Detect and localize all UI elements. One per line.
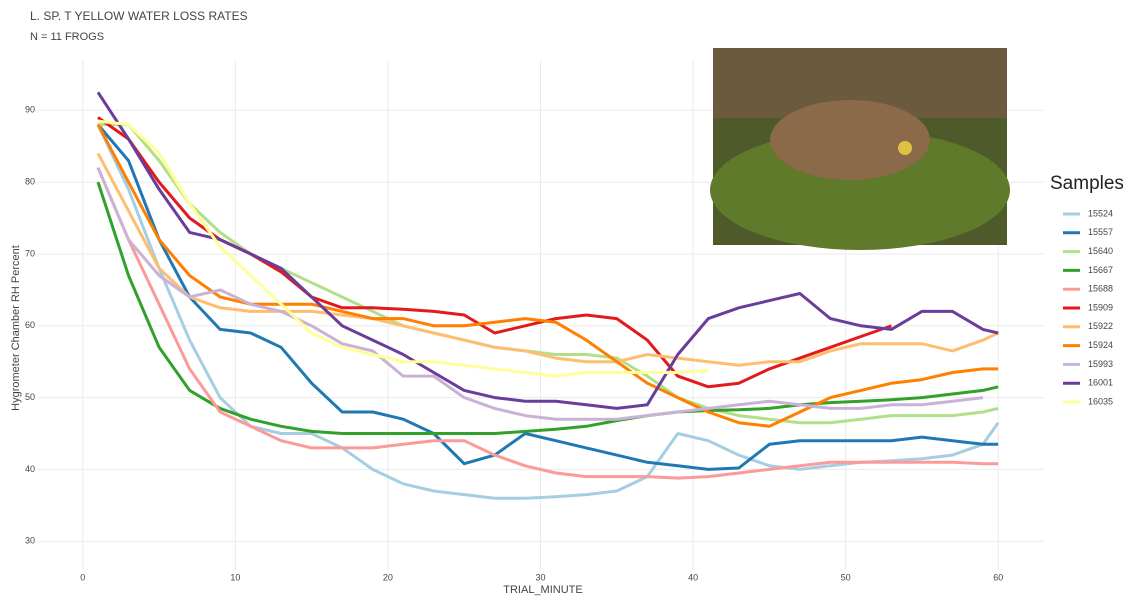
legend-label: 15909 [1088,302,1113,312]
legend-label: 15688 [1088,284,1113,294]
frog-photo [710,48,1010,250]
legend-label: 16001 [1088,378,1113,388]
legend-label: 15924 [1088,340,1113,350]
series-line [96,91,999,410]
chart-subtitle: N = 11 FROGS [30,31,104,43]
x-axis-label: TRIAL_MINUTE [503,584,582,596]
y-tick-label: 80 [25,176,35,186]
x-tick-label: 40 [688,572,698,582]
legend-label: 16035 [1088,396,1113,406]
legend-label: 15667 [1088,265,1113,275]
plot-area: 30 40 50 60 70 80 90 0 10 20 30 40 50 60 [25,60,1044,582]
y-tick-label: 30 [25,536,35,546]
y-tick-label: 60 [25,320,35,330]
x-tick-label: 50 [841,572,851,582]
x-tick-label: 60 [993,572,1003,582]
y-tick-label: 50 [25,392,35,402]
y-axis-label: Hygrometer Chamber RH Percent [10,245,22,411]
x-tick-label: 0 [80,572,85,582]
series-line [96,167,999,480]
legend-title: Samples [1050,173,1124,194]
series-line [96,181,999,435]
legend-label: 15524 [1088,208,1113,218]
x-tick-label: 20 [383,572,393,582]
legend-label: 15640 [1088,246,1113,256]
legend-label: 15993 [1088,359,1113,369]
legend-label: 15922 [1088,321,1113,331]
series-line [97,119,709,378]
legend-label: 15557 [1088,227,1113,237]
series-line [96,167,984,421]
series-line [96,152,999,367]
chart-title: L. SP. T YELLOW WATER LOSS RATES [30,9,248,23]
y-tick-label: 90 [25,105,35,115]
y-tick-label: 40 [25,464,35,474]
x-tick-label: 10 [230,572,240,582]
series-line [96,123,999,471]
x-tick-label: 30 [535,572,545,582]
y-tick-label: 70 [25,248,35,258]
